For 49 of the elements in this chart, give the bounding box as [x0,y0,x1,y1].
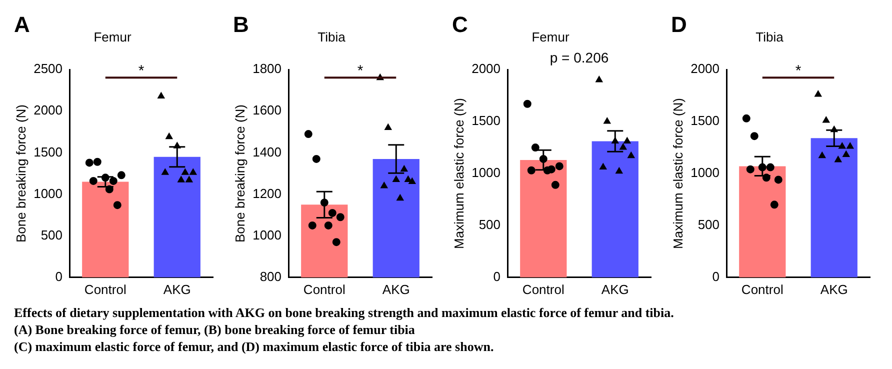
y-tick-label: 1500 [472,113,501,128]
text: (C) maximum elastic force of femur, and (D) maximum elastic force of tibia are shown. [14,338,495,355]
y-tick-label: 1500 [690,113,720,128]
y-tick-label: 1200 [252,186,282,201]
y-tick-label: 1500 [34,144,63,160]
y-axis-title: Maximum elastic force (N) [670,98,686,249]
y-tick-label: 2000 [472,61,501,76]
text: (A) Bone breaking force of femur, (B) bone breaking force of femur tibia [14,321,416,338]
x-tick-label: Control [741,282,784,297]
y-tick-label: 0 [712,268,720,284]
annotation: * [357,62,364,80]
annotation: * [795,62,802,80]
y-tick-label: 500 [40,227,63,242]
text: B [233,12,249,38]
y-tick-label: 0 [493,268,501,284]
y-tick-label: 1000 [252,227,282,242]
x-tick-label: Control [84,282,126,297]
y-tick-label: 2000 [690,61,720,76]
text: p = 0.206 [550,49,609,66]
y-axis-title: Bone breaking force (N) [13,104,28,243]
y-tick-label: 800 [260,268,282,284]
chart-title: Femur [94,29,132,44]
y-tick-label: 1800 [252,61,282,76]
y-tick-label: 0 [55,268,63,284]
y-axis-title: Bone breaking force (N) [232,104,248,243]
text: Effects of dietary supplementation with AKG on bone breaking strength and maximum elastic force of femur and tibia. [14,304,675,321]
y-tick-label: 1000 [34,186,63,201]
y-tick-label: 1400 [252,144,282,160]
x-tick-label: AKG [820,282,848,297]
chart-title: Tibia [756,29,784,44]
y-tick-label: 2000 [34,102,63,118]
x-tick-label: Control [303,282,346,297]
y-axis-title: Maximum elastic force (N) [451,98,466,249]
y-tick-label: 1000 [690,165,720,180]
annotation: * [138,62,144,80]
x-tick-label: AKG [601,282,629,297]
chart-title: Femur [532,29,570,44]
text: A [14,12,30,38]
chart-title: Tibia [318,29,346,44]
y-tick-label: 500 [698,217,720,232]
x-tick-label: AKG [163,282,191,297]
x-tick-label: Control [522,282,564,297]
y-tick-label: 1600 [252,102,282,118]
text: C [452,12,468,38]
y-tick-label: 500 [478,217,501,232]
text: D [671,12,687,38]
y-tick-label: 1000 [472,165,501,180]
x-tick-label: AKG [382,282,410,297]
y-tick-label: 2500 [34,61,63,76]
